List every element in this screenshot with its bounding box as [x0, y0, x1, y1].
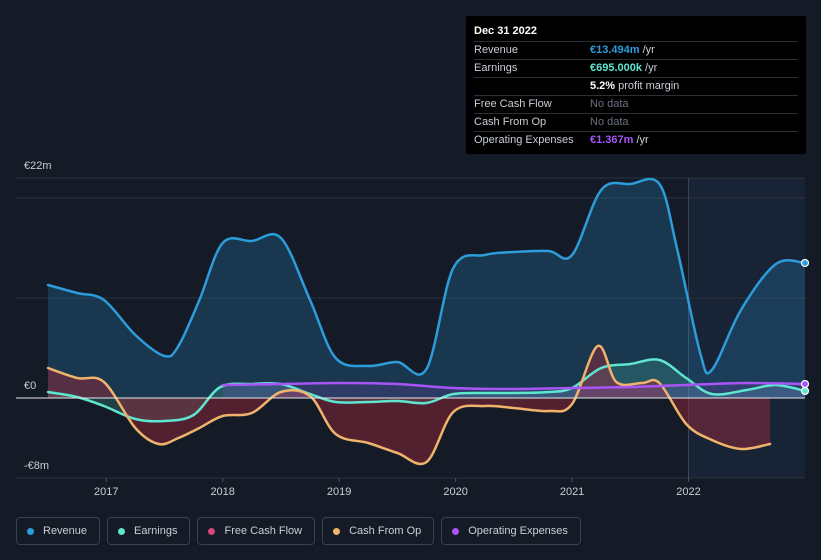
earnings-area [48, 359, 805, 422]
tooltip-row-value: 5.2% profit margin [590, 80, 680, 92]
tooltip-date: Dec 31 2022 [474, 25, 537, 37]
tooltip-row: Earnings €695.000k /yr [474, 59, 798, 77]
tooltip-row-value: €1.367m /yr [590, 134, 649, 146]
legend-dot-icon [208, 527, 216, 535]
tooltip-row: Operating Expenses €1.367m /yr [474, 131, 798, 149]
revenue-line [46, 177, 807, 376]
tooltip-row: Free Cash Flow No data [474, 95, 798, 113]
cash-from-op-line [46, 344, 772, 466]
tooltip-row: Cash From Op No data [474, 113, 798, 131]
y-label-top: €22m [24, 160, 52, 172]
legend-label: Revenue [43, 525, 88, 537]
legend-label: Free Cash Flow [224, 525, 303, 537]
legend-item-operating-expenses[interactable]: Operating Expenses [441, 517, 581, 545]
tooltip-row-value: €695.000k /yr [590, 62, 658, 74]
legend-item-free-cash-flow[interactable]: Free Cash Flow [197, 517, 316, 545]
tooltip-row-label: Revenue [474, 44, 519, 56]
tooltip-row-label [474, 78, 590, 95]
x-axis: 2017 2018 2019 2020 2021 2022 [94, 478, 701, 498]
tooltip-row-value: No data [590, 98, 629, 110]
operating-expenses-endpoint [800, 379, 810, 389]
tooltip-row-value: €13.494m /yr [590, 44, 655, 56]
x-tick-label: 2017 [94, 486, 118, 498]
tooltip-row-label: Earnings [474, 62, 518, 74]
legend-label: Operating Expenses [468, 525, 568, 537]
legend-dot-icon [452, 527, 460, 535]
x-tick-label: 2019 [327, 486, 351, 498]
revenue-endpoint [800, 258, 810, 268]
legend-label: Cash From Op [349, 525, 422, 537]
legend-item-earnings[interactable]: Earnings [107, 517, 191, 545]
operating-expenses-line [221, 381, 807, 391]
tooltip-rows: Revenue €13.494m /yr Earnings €695.000k /yr… [474, 41, 798, 149]
legend-label: Earnings [134, 525, 178, 537]
x-tick-label: 2020 [443, 486, 467, 498]
forecast-highlight [688, 178, 805, 478]
tooltip-row-value: No data [590, 116, 629, 128]
earnings-line [46, 358, 807, 423]
tooltip-row: 5.2% profit margin [474, 77, 798, 95]
series-layer [46, 177, 810, 466]
legend-dot-icon [27, 527, 34, 535]
tooltip-row-label: Operating Expenses [474, 134, 574, 146]
x-tick-label: 2022 [676, 486, 700, 498]
tooltip-row-label: Free Cash Flow [474, 98, 552, 110]
legend: Revenue Earnings Free Cash Flow Cash From O… [16, 517, 581, 545]
tooltip-row-label: Cash From Op [474, 116, 547, 128]
x-tick-label: 2018 [210, 486, 234, 498]
x-tick-label: 2021 [560, 486, 584, 498]
tooltip-row: Revenue €13.494m /yr [474, 41, 798, 59]
legend-dot-icon [118, 527, 126, 535]
y-label-zero: €0 [24, 380, 37, 392]
legend-item-revenue[interactable]: Revenue [16, 517, 101, 545]
earnings-endpoint [800, 386, 810, 396]
legend-dot-icon [333, 527, 341, 535]
data-tooltip: Dec 31 2022 Revenue €13.494m /yr Earnings €… [466, 16, 806, 154]
revenue-area [48, 179, 805, 398]
y-label-bottom: -€8m [24, 460, 50, 472]
legend-item-cash-from-op[interactable]: Cash From Op [322, 517, 435, 545]
